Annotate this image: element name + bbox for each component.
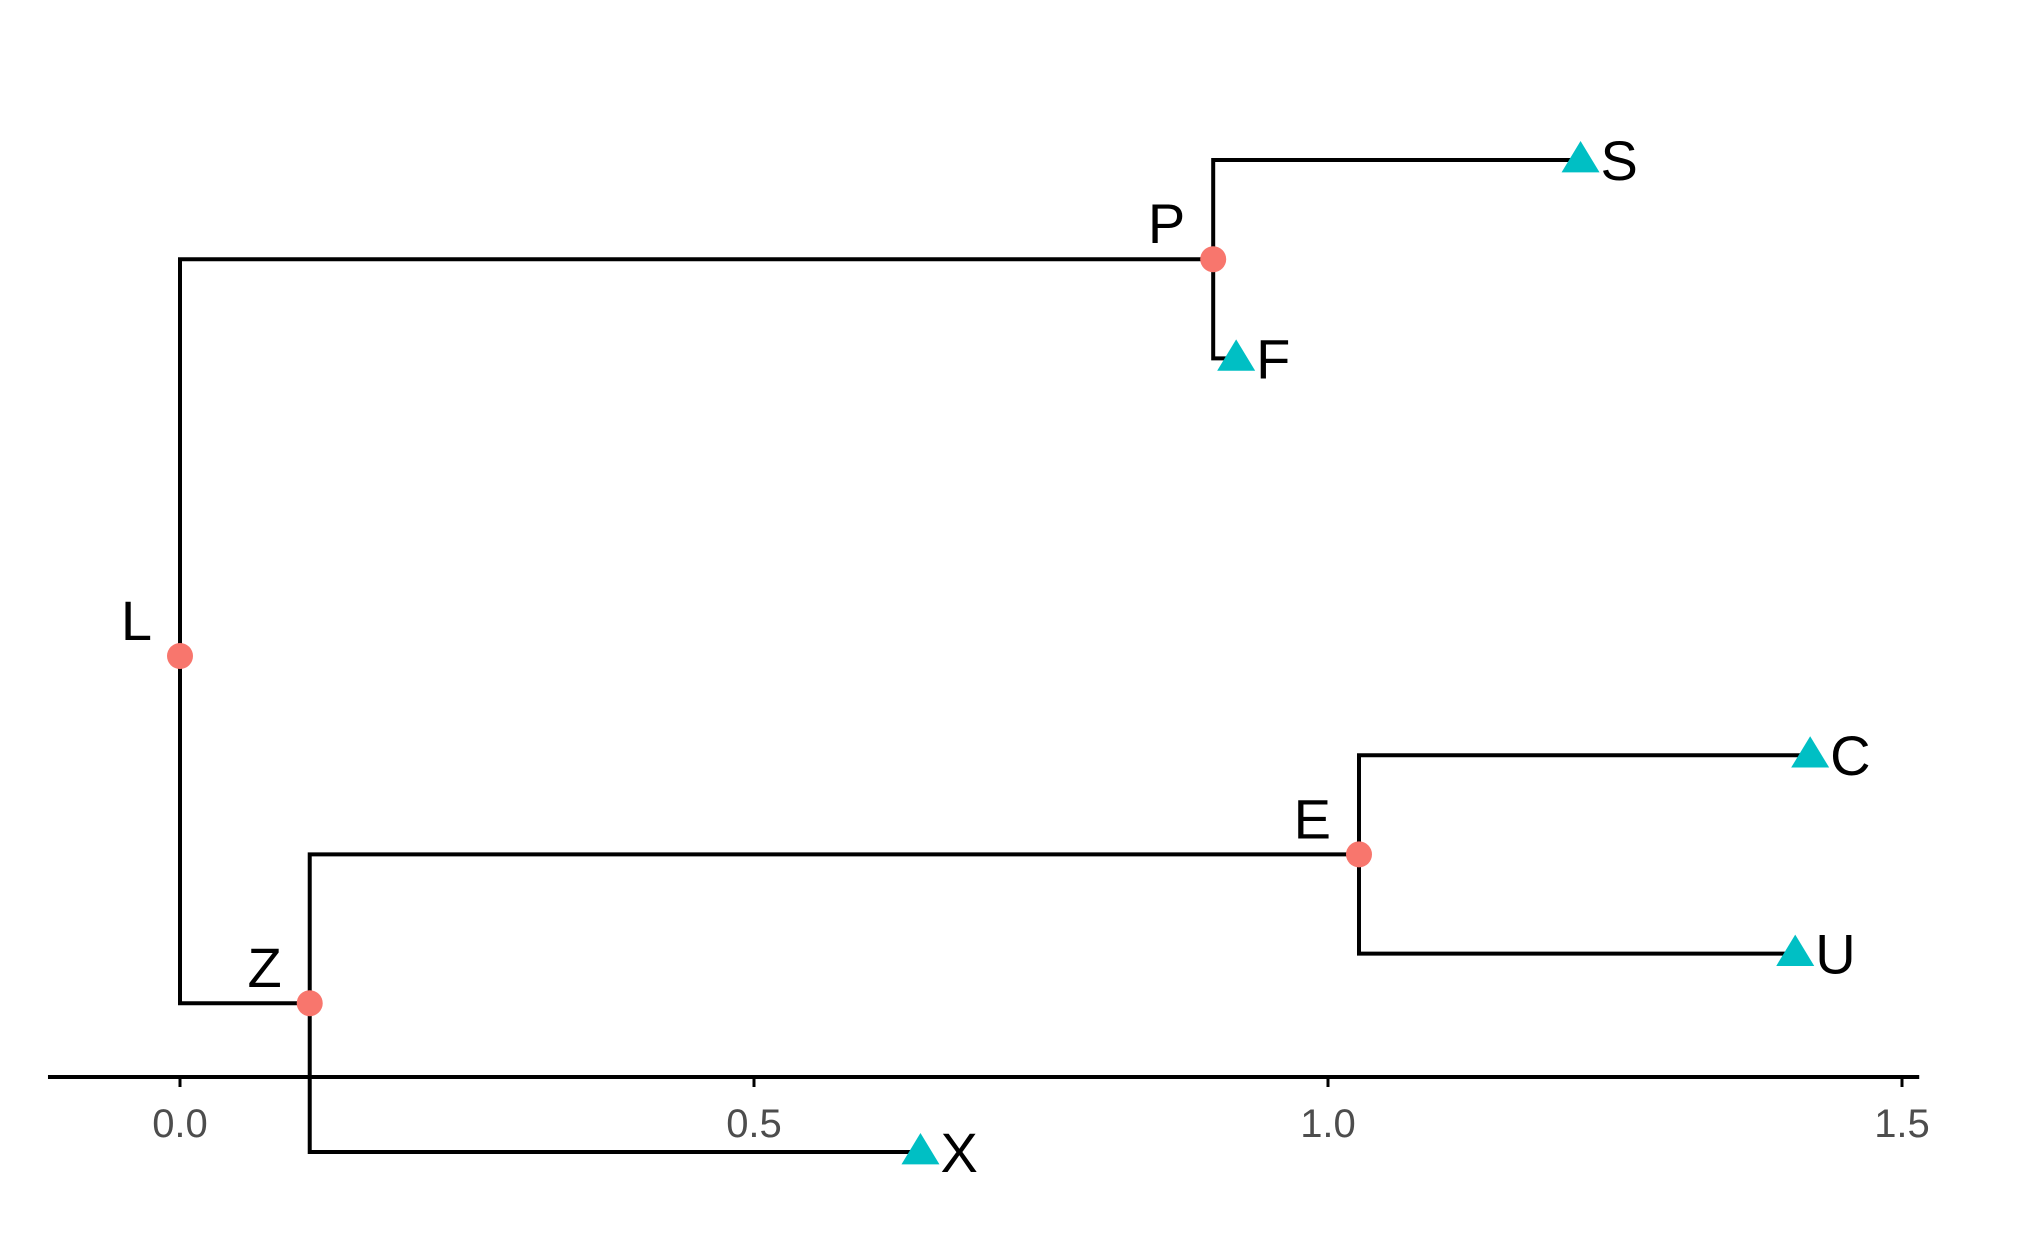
branch-l-z — [178, 654, 312, 1006]
node-z-label: Z — [248, 936, 282, 999]
node-z-point — [296, 990, 323, 1017]
tip-c-label: C — [1830, 724, 1870, 787]
x-tick-label-0: 0.0 — [152, 1102, 208, 1146]
branch-e-u — [1357, 852, 1798, 956]
tip-s-marker — [1561, 141, 1600, 173]
branch-z-x — [307, 1001, 923, 1154]
node-p-label: P — [1148, 192, 1185, 255]
x-axis: 0.0 0.5 1.0 1.5 — [47, 1075, 1930, 1146]
node-e-label: E — [1294, 787, 1331, 850]
branch-l-p — [178, 257, 1216, 658]
branch-p-s — [1211, 158, 1583, 262]
node-l-point — [167, 643, 193, 669]
tip-f-label: F — [1256, 327, 1290, 390]
tip-u-label: U — [1815, 923, 1855, 986]
x-tick-label-3: 1.5 — [1874, 1102, 1930, 1146]
tip-s-label: S — [1601, 129, 1638, 192]
tree-branches — [178, 158, 1813, 1154]
tree-node-marks — [167, 141, 1830, 1165]
x-tick-label-1: 0.5 — [726, 1102, 782, 1146]
node-p-point — [1200, 246, 1227, 273]
node-l-label: L — [121, 589, 152, 652]
node-e-point — [1345, 841, 1372, 868]
tip-f-marker — [1217, 339, 1256, 371]
tip-x-label: X — [940, 1121, 977, 1184]
branch-e-c — [1357, 753, 1813, 857]
tip-x-marker — [901, 1133, 940, 1165]
x-tick-label-2: 1.0 — [1300, 1102, 1356, 1146]
branch-z-e — [307, 852, 1361, 1006]
tip-u-marker — [1776, 934, 1815, 966]
tip-c-marker — [1791, 736, 1830, 768]
branch-p-f — [1211, 257, 1239, 361]
tree-node-labels: L P S F Z E C U X — [121, 129, 1871, 1184]
